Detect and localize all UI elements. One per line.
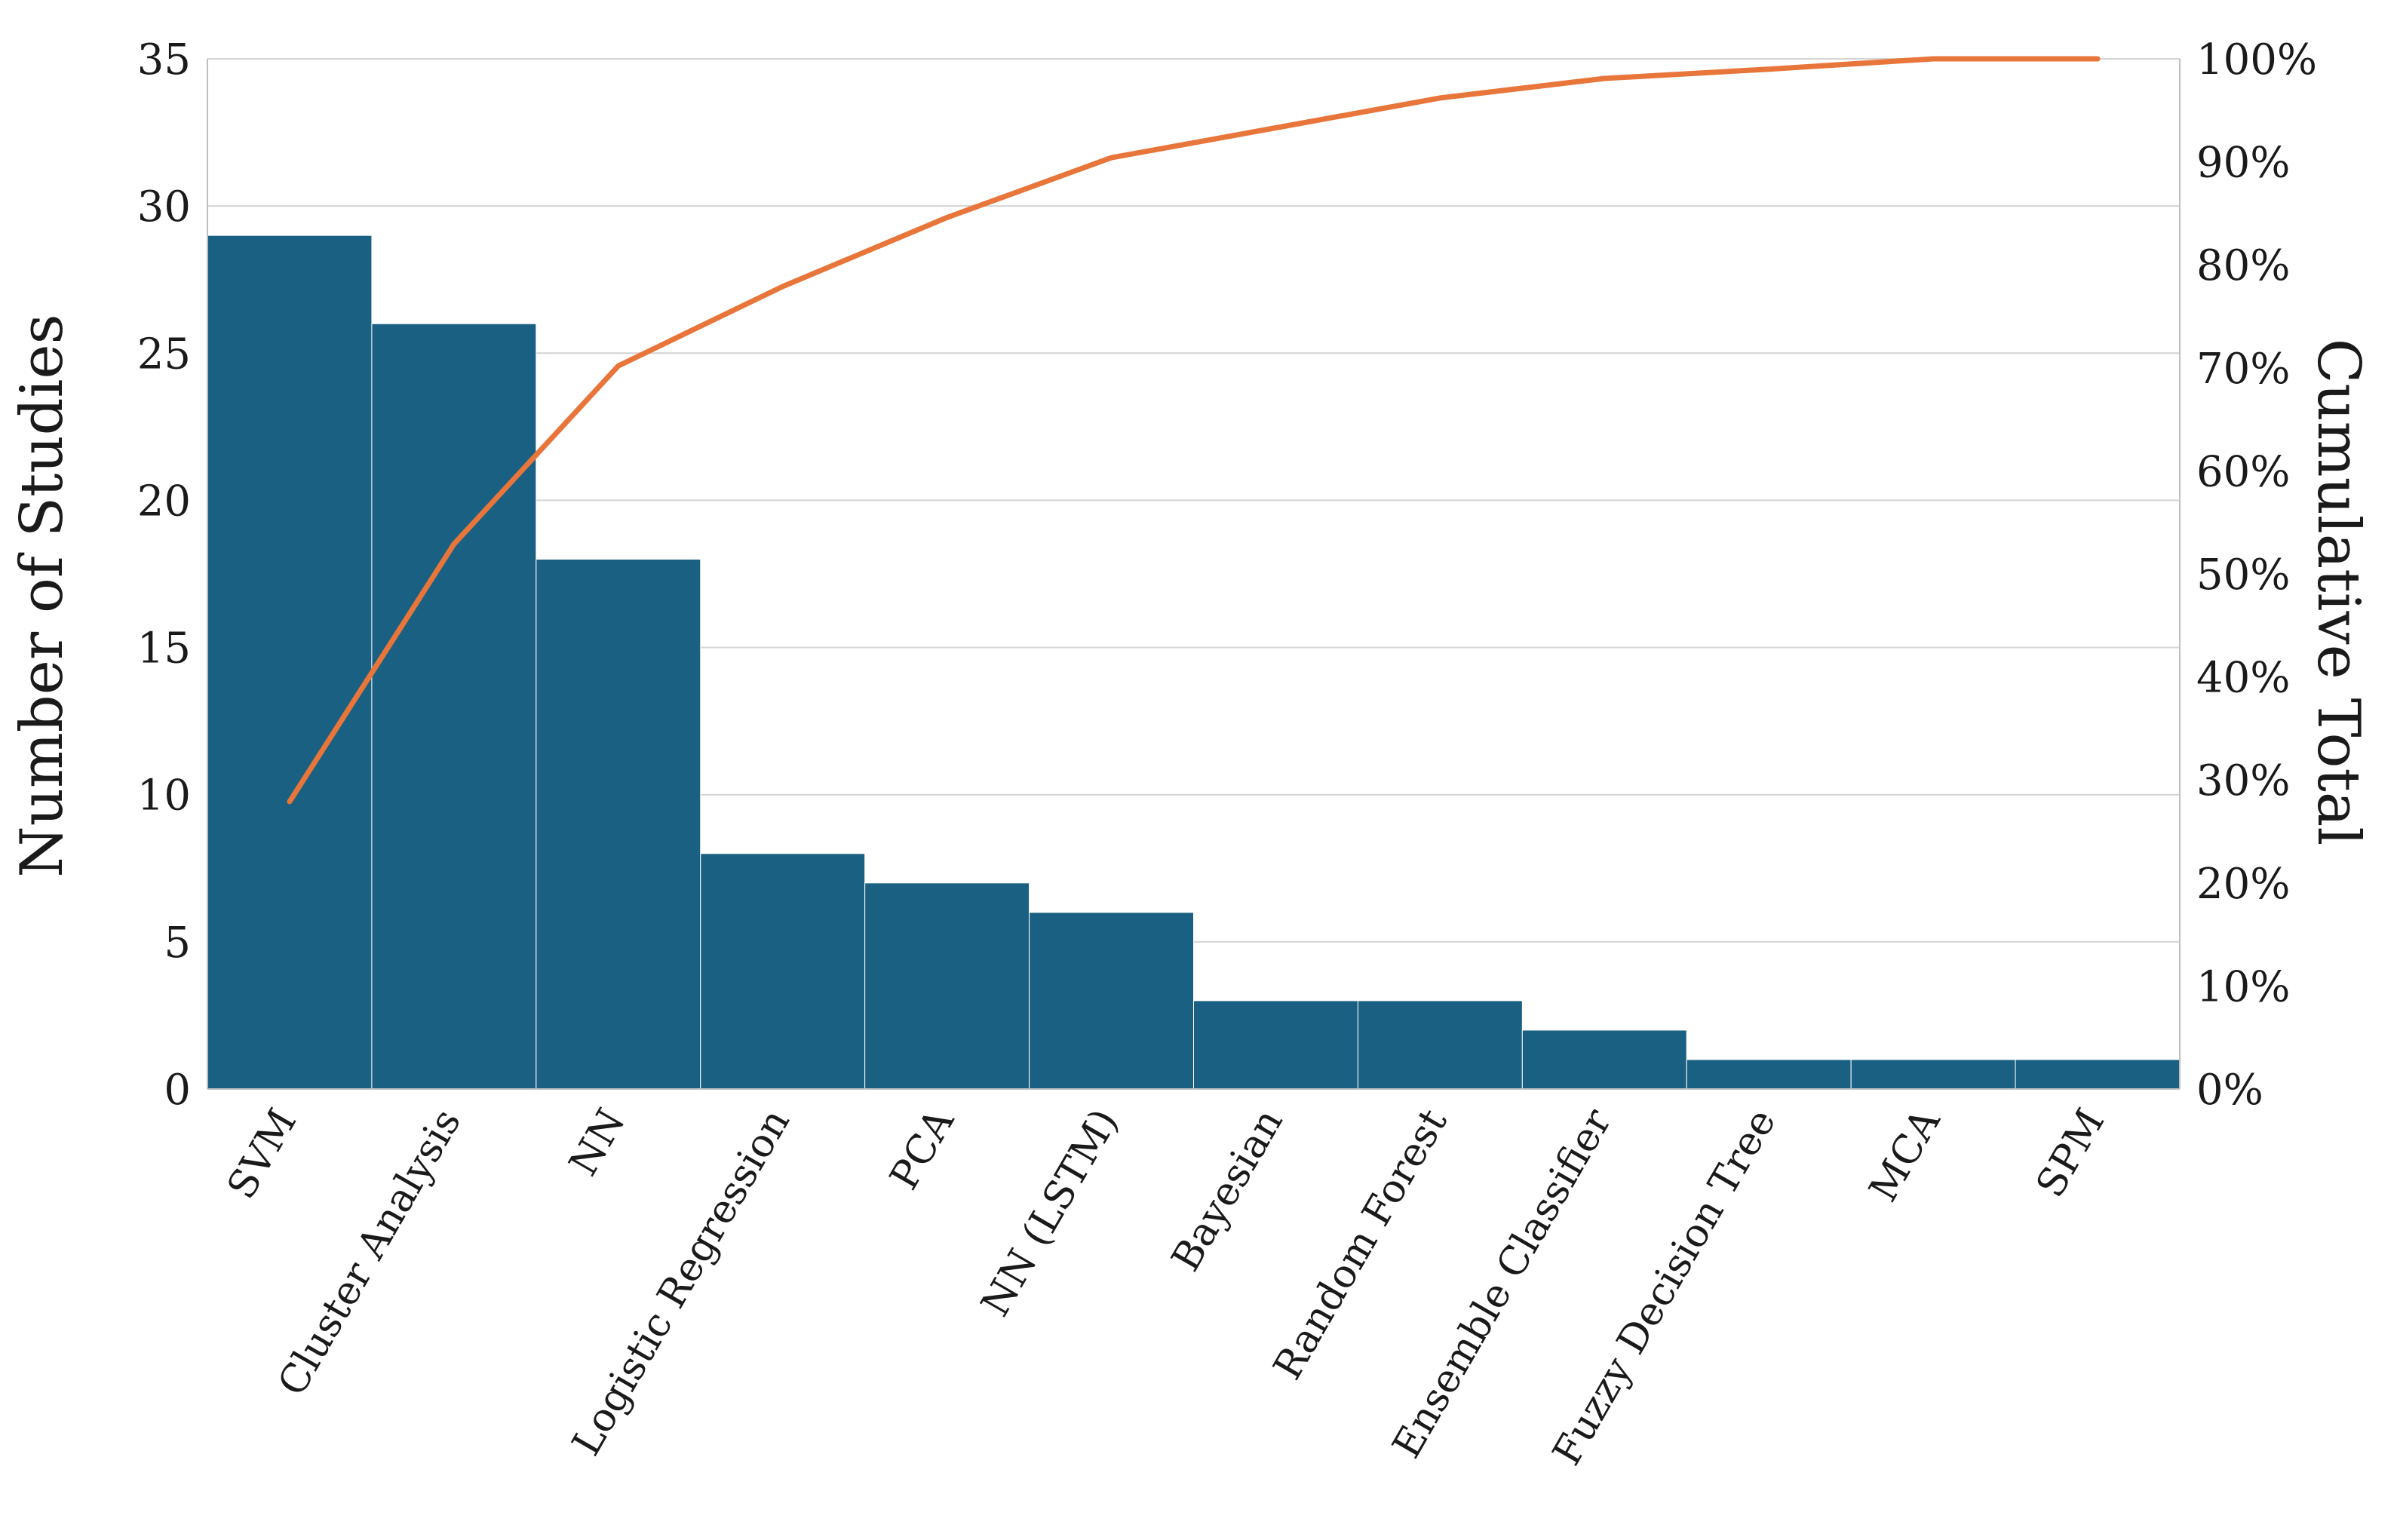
y2-tick-label: 70%: [2196, 345, 2290, 394]
y-tick-label: 0: [164, 1066, 191, 1115]
y-tick-label: 35: [137, 35, 191, 84]
y2-tick-label: 60%: [2196, 447, 2290, 496]
bar: [1029, 912, 1195, 1090]
bar: [700, 853, 866, 1090]
y-tick-label: 30: [137, 183, 191, 232]
bar: [536, 558, 701, 1090]
bar: [1357, 1000, 1523, 1090]
y2-tick-label: 50%: [2196, 551, 2290, 600]
cumulative-line: [287, 56, 2101, 805]
bar: [207, 235, 373, 1090]
category-label: Random Forest: [1265, 1101, 1456, 1387]
y2-tick-label: 40%: [2196, 654, 2290, 703]
bar: [1193, 1000, 1358, 1090]
y2-tick-label: 100%: [2196, 35, 2317, 84]
y2-tick-label: 90%: [2196, 139, 2290, 188]
category-label: NN: [561, 1102, 634, 1184]
y2-tick-label: 10%: [2196, 962, 2290, 1011]
y-tick-label: 25: [137, 330, 191, 379]
y2-tick-label: 80%: [2196, 241, 2290, 290]
y2-tick-label: 20%: [2196, 860, 2290, 909]
bar: [864, 882, 1030, 1090]
y-tick-label: 5: [164, 919, 191, 968]
bar: [1521, 1029, 1687, 1090]
category-label: NN (LSTM): [973, 1102, 1128, 1324]
bar: [1850, 1059, 2016, 1090]
category-label: PCA: [882, 1100, 964, 1198]
category-label: SVM: [219, 1102, 305, 1207]
category-label: Bayesian: [1163, 1102, 1292, 1279]
bar: [1686, 1059, 1852, 1090]
y-tick-label: 10: [137, 772, 191, 821]
bar: [2015, 1059, 2181, 1090]
axes: [207, 59, 2181, 1090]
category-label: MCA: [1861, 1100, 1950, 1209]
y-axis-title: Number of Studies: [8, 314, 76, 877]
y2-axis-title: Cumulative Total: [2304, 339, 2372, 846]
bar: [371, 323, 537, 1090]
y-tick-label: 15: [137, 624, 191, 673]
y2-tick-label: 0%: [2196, 1066, 2263, 1115]
category-label: Cluster Analysis: [269, 1102, 470, 1403]
bar-series: [207, 235, 2181, 1090]
category-label: SPM: [2027, 1102, 2113, 1205]
right-axis-ticks: 0% 10% 20% 30% 40% 50% 60% 70% 80% 90% 100%: [2196, 35, 2317, 1115]
left-axis-ticks: 0 5 10 15 20 25 30 35: [137, 35, 191, 1115]
cumulative-line-series: [287, 56, 2101, 805]
y2-tick-label: 30%: [2196, 756, 2290, 805]
y-tick-label: 20: [137, 477, 191, 526]
